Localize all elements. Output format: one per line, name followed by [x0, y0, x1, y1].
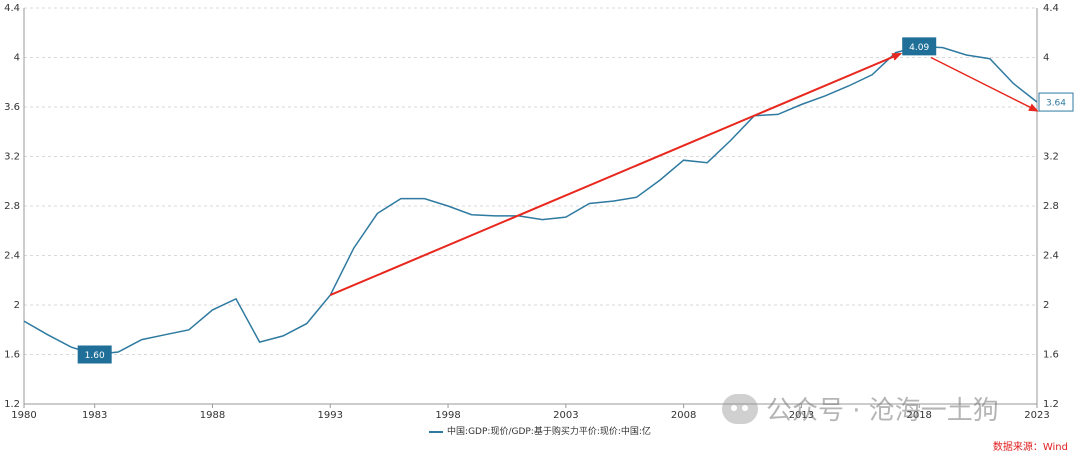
- y-tick-label-right: 4: [1043, 53, 1049, 64]
- y-tick-label-right: 1.6: [1043, 350, 1059, 361]
- y-tick-label-right: 3.2: [1043, 152, 1059, 163]
- y-tick-label-left: 4: [14, 53, 20, 64]
- y-tick-label-right: 1.2: [1043, 399, 1059, 410]
- series-line: [23, 45, 1038, 356]
- legend-swatch: [429, 430, 444, 433]
- y-tick-label-left: 2.8: [4, 201, 20, 212]
- x-tick-label: 2003: [553, 410, 578, 421]
- data-label: 4.09: [902, 37, 937, 56]
- data-label-text: 3.64: [1046, 99, 1066, 109]
- wechat-icon: [722, 393, 758, 424]
- y-tick-label-left: 4.4: [4, 3, 20, 14]
- grid: [24, 7, 1037, 355]
- y-tick-label-right: 2.8: [1043, 201, 1059, 212]
- series: [23, 45, 1038, 356]
- data-label-box: [902, 37, 937, 56]
- x-tick-label: 1983: [82, 410, 107, 421]
- source-note: 数据来源：Wind: [992, 442, 1068, 453]
- y-tick-label-right: 2.4: [1043, 251, 1059, 262]
- trend-arrow: [930, 56, 1039, 112]
- y-tick-label-right: 4.4: [1043, 3, 1059, 14]
- y-tick-label-left: 1.2: [4, 399, 20, 410]
- x-tick-label: 2023: [1024, 410, 1049, 421]
- x-tick-label: 1998: [435, 410, 460, 421]
- x-tick-label: 1988: [200, 410, 225, 421]
- data-label-box: [77, 345, 112, 364]
- y-tick-label-left: 2: [14, 300, 20, 311]
- trend-arrow: [329, 52, 903, 297]
- y-tick-label-right: 2: [1043, 300, 1049, 311]
- trend-arrows: [329, 52, 1039, 297]
- axes: 1.21.21.61.6222.42.42.82.83.23.23.63.644…: [4, 3, 1059, 421]
- data-label-box: [1038, 92, 1074, 112]
- y-tick-label-left: 2.4: [4, 251, 20, 262]
- legend[interactable]: 中国:GDP:现价/GDP:基于购买力平价:现价:中国:亿: [0, 424, 1080, 437]
- x-tick-label: 1980: [11, 410, 36, 421]
- y-tick-label-left: 1.6: [4, 350, 20, 361]
- x-tick-label: 2008: [671, 410, 696, 421]
- y-tick-label-left: 3.6: [4, 102, 20, 113]
- data-label: 3.64: [1038, 92, 1074, 112]
- watermark: 公众号 · 沧海一土狗: [722, 390, 999, 427]
- legend-label: 中国:GDP:现价/GDP:基于购买力平价:现价:中国:亿: [447, 427, 651, 437]
- annotations: 1.60 4.09 3.64: [77, 37, 1074, 364]
- y-tick-label-left: 3.2: [4, 152, 20, 163]
- x-tick-label: 1993: [318, 410, 343, 421]
- x-tick-label: 2018: [906, 410, 931, 421]
- x-tick-label: 2013: [789, 410, 814, 421]
- data-label-text: 1.60: [85, 351, 105, 361]
- watermark-text: 公众号 · 沧海一土狗: [766, 396, 999, 426]
- data-label-text: 4.09: [909, 43, 929, 53]
- data-label: 1.60: [77, 345, 112, 364]
